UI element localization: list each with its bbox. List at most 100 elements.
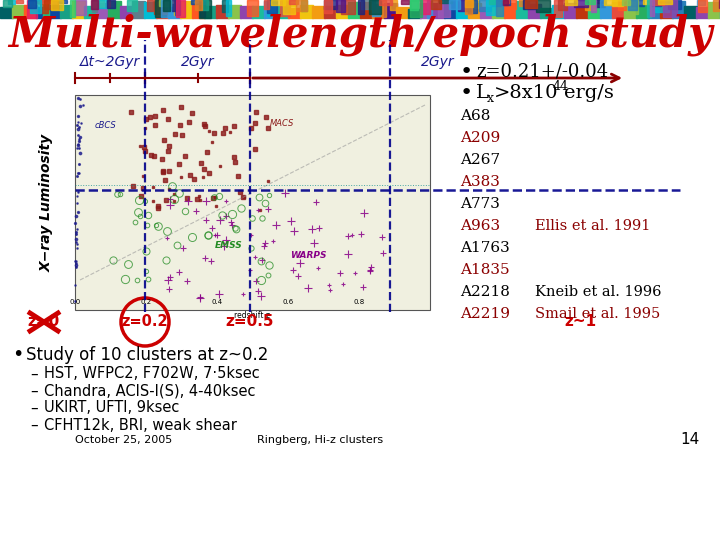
Bar — [240, 5, 253, 18]
Bar — [449, 0, 460, 10]
Bar — [618, 0, 626, 10]
Bar — [588, 2, 601, 18]
Bar — [192, 0, 205, 4]
Bar — [379, 0, 392, 5]
Bar — [271, 0, 284, 5]
Bar — [503, 0, 508, 5]
Text: L: L — [476, 84, 489, 102]
Bar — [564, 0, 577, 5]
Bar — [428, 0, 432, 18]
Bar — [519, 0, 526, 6]
Bar — [468, 0, 477, 14]
Bar — [324, 0, 336, 9]
Bar — [358, 0, 364, 14]
Text: •: • — [460, 83, 473, 103]
Bar — [28, 0, 35, 8]
Bar — [147, 0, 153, 11]
Bar — [528, 4, 541, 18]
Bar — [156, 1, 169, 18]
Bar — [576, 6, 589, 18]
Text: HST, WFPC2, F702W, 7·5ksec: HST, WFPC2, F702W, 7·5ksec — [44, 367, 260, 381]
Bar — [159, 0, 171, 6]
Bar — [199, 0, 211, 18]
Bar — [420, 3, 433, 18]
Text: 2Gyr: 2Gyr — [420, 55, 454, 69]
Bar — [202, 0, 208, 10]
Bar — [108, 1, 121, 18]
Text: A383: A383 — [460, 175, 500, 189]
Bar — [496, 0, 503, 16]
Bar — [40, 0, 48, 14]
Text: October 25, 2005: October 25, 2005 — [75, 435, 172, 445]
Bar — [17, 0, 23, 3]
Bar — [652, 0, 664, 5]
Bar — [658, 0, 672, 4]
Bar — [684, 5, 697, 18]
Bar — [27, 0, 37, 18]
Bar — [36, 6, 49, 18]
Bar — [341, 0, 355, 14]
Bar — [536, 0, 550, 12]
Bar — [591, 0, 603, 3]
Bar — [252, 6, 265, 18]
Bar — [526, 0, 537, 8]
Bar — [162, 0, 167, 14]
Bar — [59, 0, 67, 3]
Bar — [431, 0, 441, 9]
Bar — [222, 0, 228, 12]
Text: 2Gyr: 2Gyr — [181, 55, 215, 69]
Bar — [456, 1, 469, 18]
Text: •: • — [12, 346, 23, 365]
Text: z=0.21+/-0.04: z=0.21+/-0.04 — [476, 63, 608, 81]
Bar — [650, 0, 654, 16]
Bar — [516, 2, 529, 18]
Text: Study of 10 clusters at z~0.2: Study of 10 clusters at z~0.2 — [26, 346, 269, 364]
Bar — [390, 0, 397, 10]
Text: –: – — [30, 367, 37, 381]
Bar — [410, 0, 418, 10]
Bar — [480, 7, 493, 18]
Bar — [468, 3, 481, 18]
Text: 0.8: 0.8 — [354, 299, 364, 305]
Bar — [154, 0, 161, 14]
Bar — [502, 0, 510, 5]
Bar — [246, 0, 258, 16]
Bar — [0, 7, 13, 18]
Bar — [199, 0, 204, 17]
Bar — [32, 0, 36, 9]
Bar — [192, 4, 205, 18]
Bar — [216, 5, 229, 18]
Bar — [289, 0, 298, 4]
Bar — [600, 0, 606, 13]
Bar — [9, 0, 16, 4]
Bar — [523, 0, 536, 9]
Bar — [600, 5, 613, 18]
Bar — [643, 0, 652, 4]
Text: x: x — [487, 91, 494, 105]
Text: –: – — [30, 383, 37, 399]
Bar — [574, 0, 588, 7]
Bar — [554, 0, 562, 17]
Bar — [444, 1, 457, 18]
Bar — [264, 0, 269, 9]
Text: A68: A68 — [460, 109, 490, 123]
Bar — [204, 6, 217, 18]
Bar — [267, 0, 274, 16]
Bar — [267, 0, 276, 14]
Bar — [408, 9, 421, 18]
Bar — [264, 2, 277, 18]
Bar — [698, 0, 707, 12]
Bar — [336, 5, 349, 18]
Bar — [396, 6, 409, 18]
Bar — [296, 0, 307, 11]
Bar — [438, 0, 450, 17]
Text: Ellis et al. 1991: Ellis et al. 1991 — [535, 219, 650, 233]
Bar — [312, 6, 325, 18]
Bar — [282, 0, 296, 6]
Bar — [60, 4, 73, 18]
Bar — [636, 5, 649, 18]
Bar — [490, 0, 495, 4]
Bar — [487, 0, 495, 15]
Bar — [180, 1, 193, 18]
Bar — [336, 0, 345, 12]
